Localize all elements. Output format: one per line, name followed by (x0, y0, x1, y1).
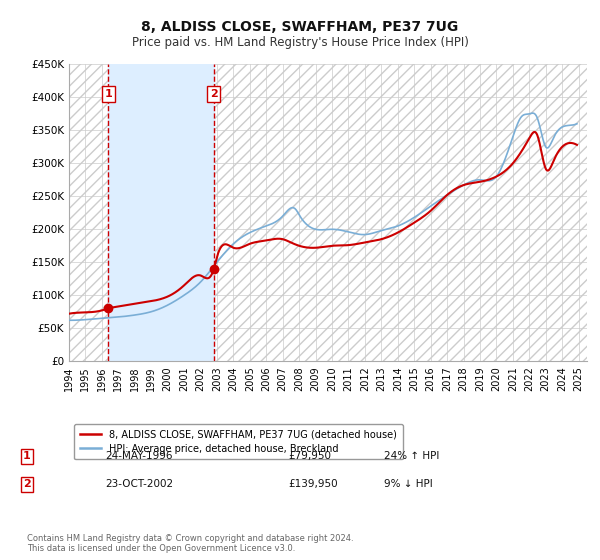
Text: 8, ALDISS CLOSE, SWAFFHAM, PE37 7UG: 8, ALDISS CLOSE, SWAFFHAM, PE37 7UG (142, 20, 458, 34)
Text: Contains HM Land Registry data © Crown copyright and database right 2024.
This d: Contains HM Land Registry data © Crown c… (27, 534, 353, 553)
Text: 2: 2 (210, 89, 218, 99)
Text: Price paid vs. HM Land Registry's House Price Index (HPI): Price paid vs. HM Land Registry's House … (131, 36, 469, 49)
Bar (214, 64, 587, 361)
Legend: 8, ALDISS CLOSE, SWAFFHAM, PE37 7UG (detached house), HPI: Average price, detach: 8, ALDISS CLOSE, SWAFFHAM, PE37 7UG (det… (74, 424, 403, 460)
Bar (214, 64, 587, 361)
Text: 1: 1 (23, 451, 31, 461)
Text: 24-MAY-1996: 24-MAY-1996 (105, 451, 173, 461)
Bar (69, 64, 108, 361)
Text: 1: 1 (104, 89, 112, 99)
Text: 2: 2 (23, 479, 31, 489)
Text: 9% ↓ HPI: 9% ↓ HPI (384, 479, 433, 489)
Text: 23-OCT-2002: 23-OCT-2002 (105, 479, 173, 489)
Bar (69, 64, 108, 361)
Text: £79,950: £79,950 (288, 451, 331, 461)
Text: 24% ↑ HPI: 24% ↑ HPI (384, 451, 439, 461)
Text: £139,950: £139,950 (288, 479, 338, 489)
Bar (108, 64, 214, 361)
